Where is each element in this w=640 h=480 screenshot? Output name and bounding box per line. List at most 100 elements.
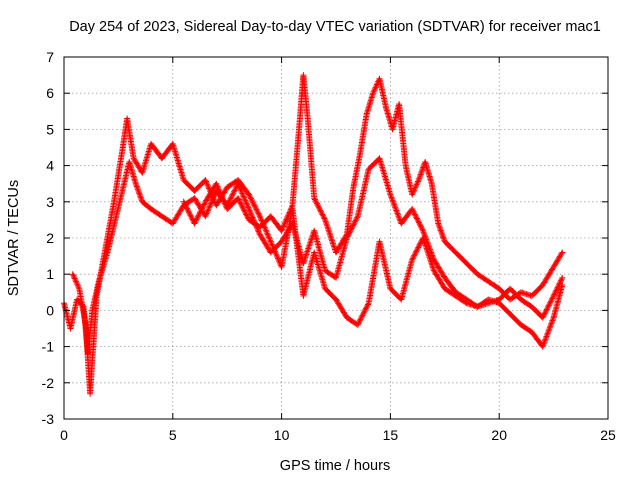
data-point-marker xyxy=(274,254,281,261)
data-point-marker xyxy=(237,200,244,207)
data-point-marker xyxy=(215,184,222,191)
data-point-marker xyxy=(246,192,253,199)
data-point-marker xyxy=(546,301,553,308)
axis-ticks xyxy=(63,56,609,420)
data-point-marker xyxy=(241,194,248,201)
data-point-marker xyxy=(358,313,365,320)
data-point-marker xyxy=(201,201,208,208)
data-point-marker xyxy=(416,219,422,226)
data-point-marker xyxy=(411,210,418,217)
data-point-marker xyxy=(227,195,234,202)
data-point-marker xyxy=(256,230,263,236)
data-point-marker xyxy=(409,190,416,197)
data-point-marker xyxy=(235,195,242,202)
data-point-marker xyxy=(420,227,426,234)
data-point-marker xyxy=(315,203,322,210)
data-point-marker xyxy=(288,205,295,212)
y-tick-label: 4 xyxy=(46,158,54,174)
data-point-marker xyxy=(354,214,361,221)
data-point-marker xyxy=(372,84,379,91)
data-point-marker xyxy=(419,226,426,233)
data-point-marker xyxy=(542,309,549,316)
data-point-marker xyxy=(216,187,223,194)
data-point-marker xyxy=(204,181,211,188)
data-point-marker xyxy=(553,287,560,294)
data-point-marker xyxy=(257,214,264,221)
data-point-marker xyxy=(244,201,251,208)
data-point-marker xyxy=(244,203,251,210)
data-point-marker xyxy=(242,199,249,205)
data-point-marker xyxy=(220,197,227,204)
data-point-marker xyxy=(543,307,550,314)
data-point-marker xyxy=(412,249,419,256)
x-tick-label: 15 xyxy=(383,427,399,443)
data-point-marker xyxy=(417,222,424,229)
data-point-marker xyxy=(222,201,229,208)
data-point-marker xyxy=(415,218,422,225)
data-point-marker xyxy=(235,196,242,203)
data-point-marker xyxy=(353,216,360,222)
x-tick-label: 20 xyxy=(491,427,507,443)
data-point-marker xyxy=(187,212,194,219)
data-point-marker xyxy=(540,340,547,347)
data-point-marker xyxy=(410,208,417,215)
data-point-marker xyxy=(218,192,225,198)
data-point-marker xyxy=(356,317,363,324)
data-point-marker xyxy=(204,207,211,214)
data-point-marker xyxy=(549,295,556,302)
data-point-marker xyxy=(254,209,261,216)
data-point-marker xyxy=(288,203,295,210)
data-point-marker xyxy=(220,196,226,203)
data-point-marker xyxy=(195,213,201,220)
data-point-marker xyxy=(409,255,416,262)
data-point-marker xyxy=(416,221,423,227)
data-point-marker xyxy=(391,201,398,208)
data-point-marker xyxy=(196,211,203,217)
data-point-marker xyxy=(192,217,199,224)
x-axis-label: GPS time / hours xyxy=(280,458,390,474)
x-tick-labels: 0 5 10 15 20 25 xyxy=(60,427,616,443)
data-point-marker xyxy=(262,227,269,234)
data-point-marker xyxy=(558,277,564,284)
data-point-marker xyxy=(232,186,239,193)
data-point-marker xyxy=(203,211,209,218)
chart-title: Day 254 of 2023, Sidereal Day-to-day VTE… xyxy=(69,19,601,35)
data-point-marker xyxy=(253,206,260,213)
data-point-marker xyxy=(416,243,422,250)
data-point-marker xyxy=(548,297,555,303)
data-point-marker xyxy=(242,210,249,217)
data-point-marker xyxy=(255,227,261,234)
data-point-marker xyxy=(361,308,368,315)
data-point-marker xyxy=(182,201,188,208)
data-point-marker xyxy=(184,205,191,212)
data-point-marker xyxy=(195,212,202,219)
data-point-marker xyxy=(413,181,420,188)
data-point-marker xyxy=(219,194,226,201)
data-point-marker xyxy=(206,204,213,211)
data-point-marker xyxy=(205,184,212,191)
data-point-marker xyxy=(320,214,327,221)
data-point-marker xyxy=(409,207,416,214)
data-point-marker xyxy=(539,343,546,350)
data-point-marker xyxy=(239,203,246,210)
data-point-marker xyxy=(421,230,428,237)
data-point-marker xyxy=(551,291,558,298)
data-point-marker xyxy=(247,194,254,201)
data-point-marker xyxy=(72,277,79,283)
data-point-marker xyxy=(360,309,367,316)
data-point-marker xyxy=(180,198,187,205)
data-point-marker xyxy=(548,320,555,327)
x-tick-label: 5 xyxy=(169,427,177,443)
data-point-marker xyxy=(355,320,362,327)
data-point-marker xyxy=(202,177,209,184)
data-point-marker xyxy=(282,217,289,224)
data-point-marker xyxy=(316,204,322,211)
data-point-marker xyxy=(275,255,281,262)
data-point-marker xyxy=(213,182,220,189)
x-tick-label: 0 xyxy=(60,427,68,443)
y-tick-label: 3 xyxy=(46,194,54,210)
data-point-marker xyxy=(272,248,278,255)
data-point-marker xyxy=(351,220,358,227)
data-point-marker xyxy=(265,233,272,239)
data-point-marker xyxy=(283,216,290,223)
